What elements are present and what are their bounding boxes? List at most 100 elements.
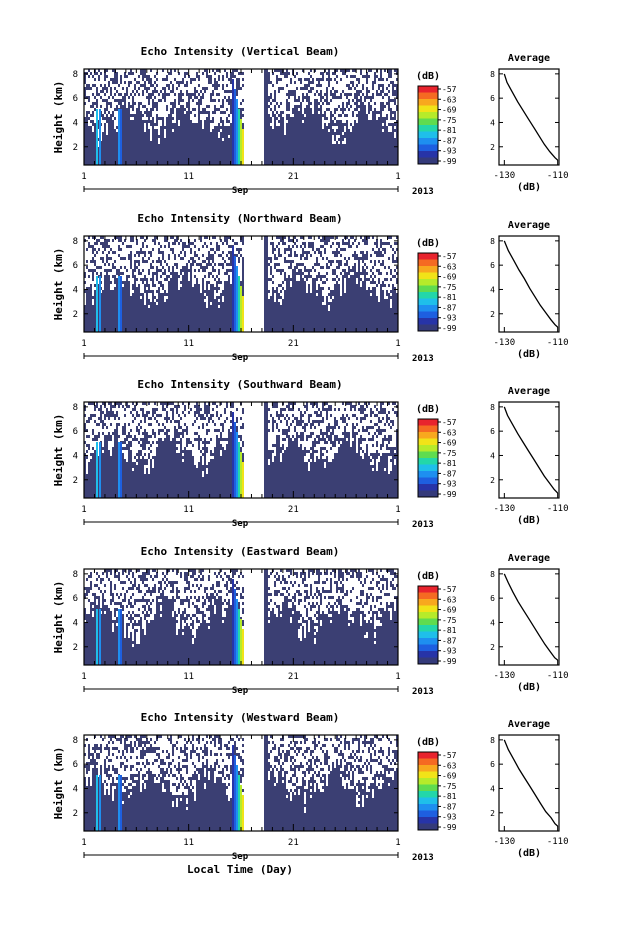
missing-cell — [290, 420, 292, 423]
missing-cell — [292, 438, 294, 441]
missing-cell — [302, 405, 304, 408]
missing-cell — [302, 102, 304, 105]
missing-cell — [96, 96, 98, 99]
missing-cell — [184, 438, 186, 441]
missing-cell — [346, 254, 348, 257]
missing-cell — [214, 417, 216, 420]
colorbar-segment — [418, 324, 438, 332]
y-tick-label: 6 — [73, 94, 78, 104]
missing-cell — [116, 242, 118, 245]
missing-cell — [84, 84, 86, 87]
missing-cell — [210, 239, 212, 242]
missing-cell — [370, 90, 372, 93]
missing-cell — [194, 429, 196, 432]
missing-cell — [312, 269, 314, 272]
missing-cell — [278, 117, 280, 120]
missing-cell — [328, 117, 330, 120]
missing-cell — [214, 242, 216, 245]
missing-cell — [200, 84, 202, 87]
missing-cell — [116, 408, 118, 411]
missing-cell — [214, 257, 216, 260]
missing-cell — [282, 75, 284, 78]
missing-cell — [326, 275, 328, 278]
missing-cell — [278, 266, 280, 269]
missing-cell — [240, 411, 242, 414]
missing-cell — [168, 411, 170, 414]
missing-cell — [384, 87, 386, 90]
missing-cell — [296, 278, 298, 281]
missing-cell — [346, 257, 348, 260]
missing-cell — [220, 284, 222, 287]
missing-cell — [118, 87, 120, 90]
missing-cell — [298, 93, 300, 96]
missing-cell — [328, 290, 330, 293]
missing-cell — [186, 99, 188, 102]
missing-cell — [124, 411, 126, 414]
missing-cell — [214, 96, 216, 99]
missing-cell — [224, 81, 226, 84]
missing-cell — [226, 429, 228, 432]
missing-cell — [212, 114, 214, 117]
missing-cell — [370, 78, 372, 81]
missing-cell — [90, 90, 92, 93]
missing-cell — [190, 254, 192, 257]
missing-cell — [320, 281, 322, 284]
missing-cell — [218, 402, 220, 405]
missing-cell — [320, 408, 322, 411]
missing-cell — [194, 105, 196, 108]
y-axis-label: Height (km) — [52, 248, 65, 321]
missing-cell — [122, 423, 124, 426]
missing-cell — [308, 281, 310, 284]
missing-cell — [292, 114, 294, 117]
y-tick-label: 2 — [73, 143, 78, 153]
missing-cell — [314, 429, 316, 432]
missing-cell — [364, 435, 366, 438]
missing-cell — [210, 275, 212, 278]
missing-cell — [218, 132, 220, 135]
missing-cell — [288, 242, 290, 245]
missing-cell — [224, 93, 226, 96]
missing-cell — [86, 278, 88, 281]
missing-cell — [200, 81, 202, 84]
missing-cell — [268, 269, 270, 272]
missing-cell — [92, 69, 94, 72]
missing-cell — [148, 278, 150, 281]
missing-cell — [308, 93, 310, 96]
missing-cell — [106, 129, 108, 132]
missing-cell — [222, 278, 224, 281]
missing-cell — [332, 239, 334, 242]
missing-cell — [380, 87, 382, 90]
missing-cell — [324, 75, 326, 78]
missing-cell — [272, 278, 274, 281]
missing-cell — [178, 284, 180, 287]
missing-cell — [192, 75, 194, 78]
missing-cell — [212, 272, 214, 275]
colorbar-frame — [417, 85, 439, 165]
missing-cell — [278, 84, 280, 87]
missing-cell — [212, 417, 214, 420]
missing-cell — [294, 87, 296, 90]
missing-cell — [108, 426, 110, 429]
missing-cell — [298, 405, 300, 408]
missing-cell — [180, 245, 182, 248]
missing-cell — [346, 417, 348, 420]
missing-cell — [226, 102, 228, 105]
missing-cell — [346, 87, 348, 90]
missing-cell — [312, 99, 314, 102]
missing-cell — [218, 284, 220, 287]
missing-cell — [214, 444, 216, 447]
missing-cell — [158, 275, 160, 278]
missing-cell — [336, 138, 338, 141]
missing-cell — [112, 248, 114, 251]
missing-cell — [380, 260, 382, 263]
missing-cell — [126, 456, 128, 459]
missing-cell — [112, 102, 114, 105]
missing-cell — [164, 257, 166, 260]
missing-cell — [272, 78, 274, 81]
missing-cell — [184, 102, 186, 105]
missing-cell — [368, 239, 370, 242]
missing-cell — [316, 266, 318, 269]
missing-cell — [282, 441, 284, 444]
missing-cell — [94, 99, 96, 102]
missing-cell — [278, 432, 280, 435]
